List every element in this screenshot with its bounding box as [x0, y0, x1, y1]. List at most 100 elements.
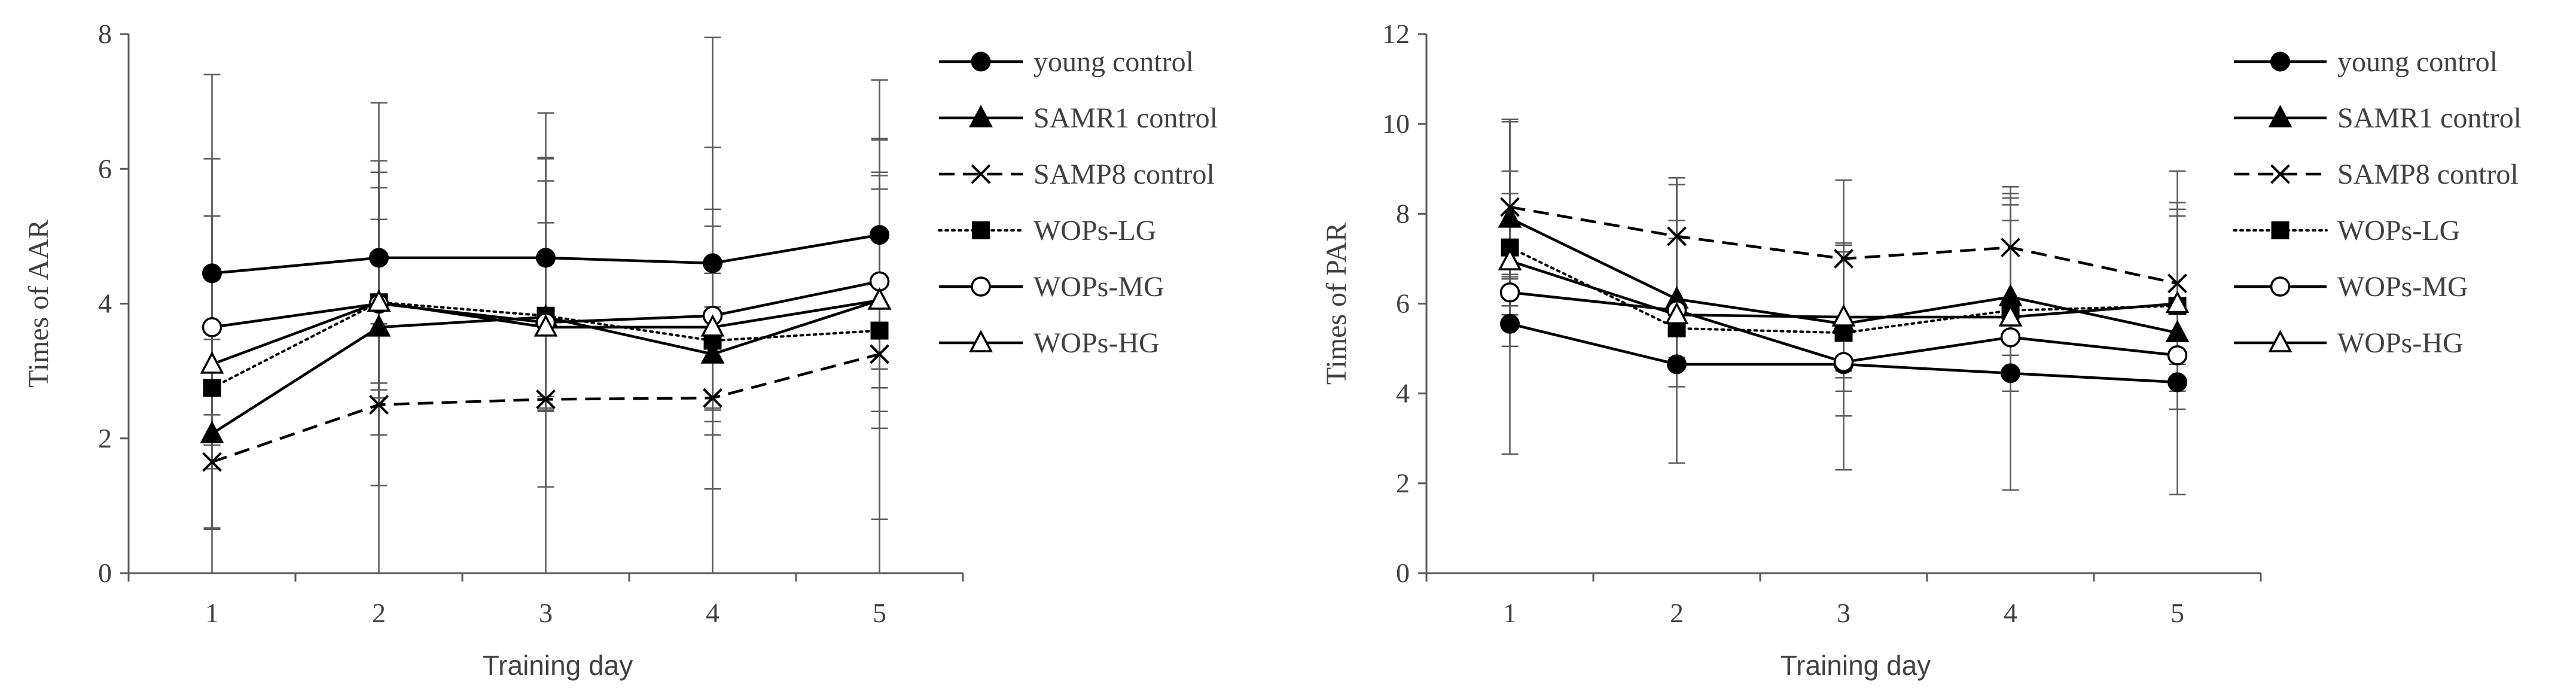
- error-bar: [370, 187, 388, 391]
- legend-entry: WOPs-HG: [939, 327, 1160, 359]
- legend-marker: [2268, 330, 2293, 352]
- legend-label: young control: [2337, 46, 2498, 78]
- data-point: [1833, 352, 1854, 372]
- data-point: [703, 253, 723, 273]
- legend-marker: [2271, 221, 2290, 239]
- data-point: [1500, 197, 1520, 217]
- legend-entry: WOPs-MG: [939, 271, 1164, 303]
- data-point: [367, 314, 391, 337]
- legend-marker: [969, 330, 993, 352]
- x-tick-label: 1: [205, 598, 219, 628]
- y-tick-label: 8: [98, 19, 112, 49]
- data-point: [1498, 205, 1522, 228]
- data-point: [202, 452, 222, 472]
- y-tick-label: 10: [1382, 108, 1410, 139]
- data-point: [2000, 327, 2021, 348]
- legend-entry: WOPs-HG: [2234, 327, 2464, 359]
- y-tick-label: 12: [1382, 19, 1410, 49]
- y-tick-label: 8: [1396, 198, 1410, 229]
- legend-marker: [971, 164, 991, 184]
- x-tick-label: 3: [539, 598, 553, 628]
- data-point: [2165, 290, 2190, 314]
- legend-marker: [971, 51, 991, 72]
- data-point: [2001, 238, 2020, 258]
- legend-label: WOPs-HG: [2337, 327, 2464, 359]
- error-bar: [871, 138, 888, 389]
- data-point: [870, 225, 889, 245]
- legend-entry: SAMR1 control: [939, 102, 1218, 134]
- data-point: [536, 389, 556, 409]
- y-tick-label: 0: [1396, 558, 1410, 588]
- y-tick-label: 2: [1396, 468, 1410, 498]
- legend-label: WOPs-MG: [2337, 271, 2468, 303]
- data-point: [2165, 319, 2190, 343]
- legend-marker: [2270, 51, 2290, 72]
- x-tick-label: 4: [706, 598, 720, 628]
- data-point: [1834, 324, 1853, 342]
- data-point: [200, 351, 224, 374]
- data-point: [1500, 314, 1520, 334]
- data-point: [867, 287, 892, 310]
- legend-entry: SAMR1 control: [2234, 102, 2522, 134]
- legend-entry: SAMP8 control: [939, 159, 1215, 190]
- x-axis-title: Training day: [1781, 650, 1931, 681]
- legend-entry: WOPs-LG: [938, 215, 1156, 246]
- legend-label: SAMR1 control: [1034, 102, 1218, 134]
- data-point: [536, 248, 556, 268]
- legend-entry: WOPs-LG: [2233, 215, 2460, 246]
- x-tick-label: 1: [1503, 598, 1517, 628]
- y-axis-title: Times of AAR: [23, 220, 54, 388]
- legend-label: young control: [1034, 46, 1194, 78]
- x-tick-label: 5: [2170, 598, 2184, 628]
- legend-marker: [969, 105, 993, 127]
- data-point: [1665, 302, 1689, 325]
- y-tick-label: 2: [98, 423, 112, 453]
- legend-marker: [971, 276, 991, 297]
- data-point: [2168, 273, 2187, 294]
- legend-entry: young control: [2234, 46, 2498, 78]
- legend-entry: WOPs-MG: [2234, 271, 2468, 303]
- data-point: [2167, 345, 2188, 366]
- x-axis-title: Training day: [483, 650, 633, 681]
- data-point: [534, 314, 558, 337]
- data-point: [1498, 248, 1522, 270]
- legend-label: SAMP8 control: [1034, 159, 1215, 190]
- chart-aar: 0 2 4 6 8 1 2 3 4 5 Training day Times of AAR young …: [23, 19, 1218, 681]
- legend-marker: [2268, 105, 2293, 127]
- data-point: [202, 263, 222, 284]
- data-point: [202, 317, 222, 337]
- legend-marker: [2270, 164, 2290, 184]
- data-point: [369, 395, 389, 415]
- data-point: [1834, 249, 1853, 269]
- legend-label: WOPs-HG: [1034, 327, 1160, 359]
- error-bar: [537, 158, 554, 409]
- data-point: [203, 379, 221, 397]
- x-tick-label: 5: [873, 598, 886, 628]
- y-axis-title: Times of PAR: [1321, 223, 1352, 385]
- data-point: [870, 344, 889, 364]
- y-tick-label: 6: [1396, 288, 1410, 319]
- data-point: [1499, 282, 1520, 303]
- legend-label: WOPs-LG: [1034, 215, 1156, 246]
- data-point: [1998, 304, 2023, 327]
- legend-marker: [972, 221, 990, 239]
- data-point: [200, 421, 224, 443]
- legend-entry: SAMP8 control: [2234, 159, 2519, 190]
- y-tick-label: 4: [98, 288, 112, 319]
- y-tick-label: 6: [98, 153, 112, 184]
- x-tick-label: 3: [1837, 598, 1851, 628]
- legend-label: SAMR1 control: [2337, 102, 2522, 134]
- y-tick-label: 0: [98, 558, 112, 588]
- data-point: [367, 289, 391, 312]
- legend-label: WOPs-MG: [1034, 271, 1164, 303]
- data-point: [700, 341, 725, 364]
- data-point: [1667, 226, 1687, 246]
- legend-entry: young control: [939, 46, 1194, 78]
- data-point: [369, 248, 389, 268]
- legend-label: WOPs-LG: [2337, 215, 2460, 246]
- y-tick-label: 4: [1396, 378, 1410, 409]
- data-point: [1831, 304, 1856, 327]
- x-tick-label: 2: [1670, 598, 1684, 628]
- data-point: [1667, 354, 1687, 375]
- data-point: [870, 321, 889, 340]
